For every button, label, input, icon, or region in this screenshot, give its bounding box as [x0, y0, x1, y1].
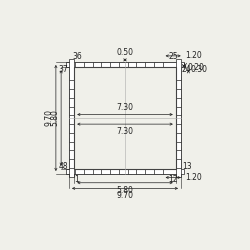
Bar — [69, 138, 74, 159]
Bar — [154, 169, 175, 174]
Bar — [69, 59, 74, 80]
Text: 1.20: 1.20 — [185, 52, 202, 60]
Text: 12: 12 — [168, 175, 178, 184]
Bar — [176, 94, 181, 116]
Text: 1: 1 — [74, 175, 79, 184]
Bar — [69, 156, 74, 176]
Text: 24: 24 — [182, 65, 192, 74]
Bar — [176, 147, 181, 168]
Text: 0.50: 0.50 — [116, 48, 134, 57]
Text: 25: 25 — [168, 52, 178, 61]
Bar — [66, 62, 87, 67]
Bar — [162, 62, 184, 67]
Bar — [110, 62, 131, 67]
Bar — [176, 86, 181, 106]
Bar — [136, 169, 158, 174]
Text: 48: 48 — [58, 162, 68, 170]
Bar — [84, 62, 105, 67]
Text: 5.80: 5.80 — [50, 110, 59, 126]
Bar — [102, 169, 122, 174]
Text: 9.70: 9.70 — [45, 110, 54, 126]
Bar — [162, 169, 184, 174]
Bar — [75, 169, 96, 174]
Bar — [145, 62, 166, 67]
Bar — [176, 77, 181, 98]
Bar — [136, 62, 158, 67]
Bar — [128, 62, 148, 67]
Text: 0.20: 0.20 — [188, 63, 204, 72]
Bar — [66, 169, 87, 174]
Bar — [176, 112, 181, 133]
Text: 0.30: 0.30 — [190, 65, 207, 74]
Bar — [69, 121, 74, 142]
Bar — [69, 130, 74, 150]
Text: 36: 36 — [72, 52, 82, 61]
Bar — [69, 94, 74, 116]
Bar — [154, 62, 175, 67]
Bar — [69, 68, 74, 89]
Bar — [145, 169, 166, 174]
Bar — [176, 103, 181, 124]
Bar — [92, 169, 114, 174]
Bar — [110, 169, 131, 174]
Bar — [176, 130, 181, 150]
Bar — [119, 62, 140, 67]
Bar — [176, 138, 181, 159]
Bar — [176, 156, 181, 176]
Bar — [74, 67, 176, 169]
Bar — [69, 147, 74, 168]
Text: 13: 13 — [182, 162, 192, 170]
Bar — [119, 169, 140, 174]
Text: 7.30: 7.30 — [116, 102, 134, 112]
Bar — [92, 62, 114, 67]
Text: 7.30: 7.30 — [116, 127, 134, 136]
Bar — [128, 169, 148, 174]
Bar — [75, 62, 96, 67]
Text: 37: 37 — [58, 65, 68, 74]
Bar — [69, 112, 74, 133]
Bar — [176, 59, 181, 80]
Bar — [69, 86, 74, 106]
Bar — [69, 77, 74, 98]
Bar — [176, 121, 181, 142]
Text: 5.80: 5.80 — [116, 186, 134, 195]
Bar — [84, 169, 105, 174]
Text: 1.20: 1.20 — [186, 173, 202, 182]
Bar — [102, 62, 122, 67]
Bar — [176, 68, 181, 89]
Text: 9.70: 9.70 — [116, 191, 134, 200]
Bar — [69, 103, 74, 124]
